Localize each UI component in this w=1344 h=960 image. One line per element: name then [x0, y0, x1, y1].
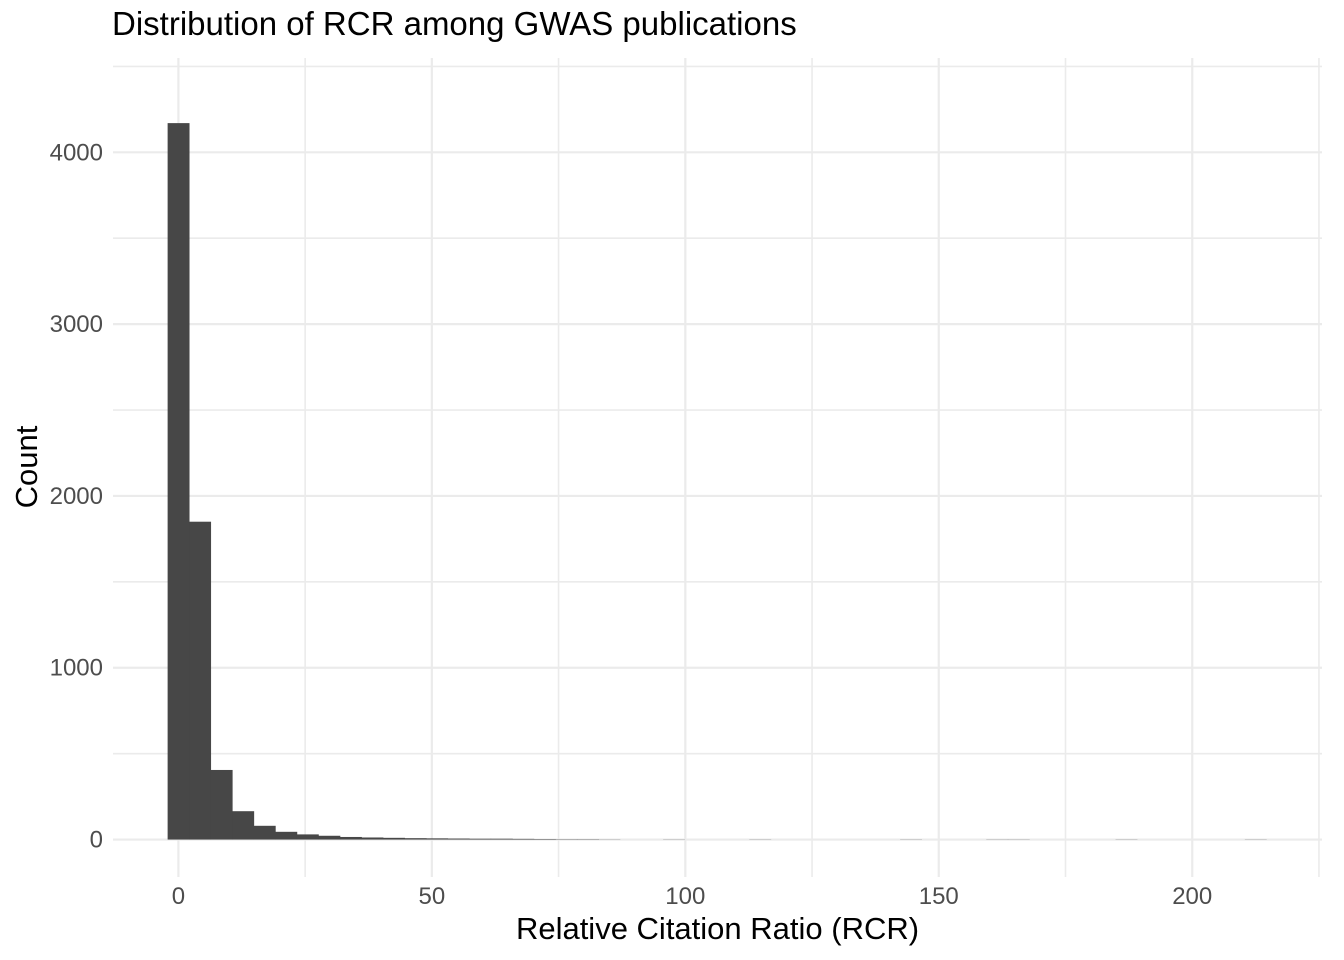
y-tick-label: 4000 — [50, 139, 103, 166]
histogram-bar — [189, 521, 212, 840]
histogram-bar — [318, 835, 341, 840]
chart-title: Distribution of RCR among GWAS publicati… — [112, 5, 797, 42]
y-axis-title: Count — [9, 425, 44, 509]
histogram-bar — [512, 838, 535, 840]
y-tick-label: 0 — [90, 827, 103, 854]
x-tick-label: 100 — [665, 883, 705, 910]
y-tick-label: 2000 — [50, 483, 103, 510]
y-tick-label: 1000 — [50, 655, 103, 682]
histogram-bar — [469, 838, 492, 840]
x-tick-label: 0 — [172, 883, 185, 910]
histogram-bar — [404, 838, 427, 840]
histogram-bar — [383, 837, 405, 840]
histogram-bar — [490, 838, 513, 840]
histogram-bar — [533, 839, 556, 840]
histogram-bar — [339, 836, 362, 840]
histogram-bar — [275, 831, 298, 840]
histogram-bar — [296, 834, 319, 840]
x-tick-label: 150 — [919, 883, 959, 910]
histogram-bar — [426, 838, 449, 840]
x-tick-label: 50 — [419, 883, 446, 910]
x-axis-title: Relative Citation Ratio (RCR) — [515, 911, 920, 946]
histogram-bar — [232, 811, 255, 840]
histogram-bar — [210, 769, 233, 840]
histogram-bar — [253, 825, 276, 840]
histogram-bar — [167, 123, 190, 840]
x-tick-label: 200 — [1172, 883, 1212, 910]
histogram-bar — [361, 837, 384, 840]
histogram-bar — [447, 838, 470, 840]
y-tick-label: 3000 — [50, 311, 103, 338]
